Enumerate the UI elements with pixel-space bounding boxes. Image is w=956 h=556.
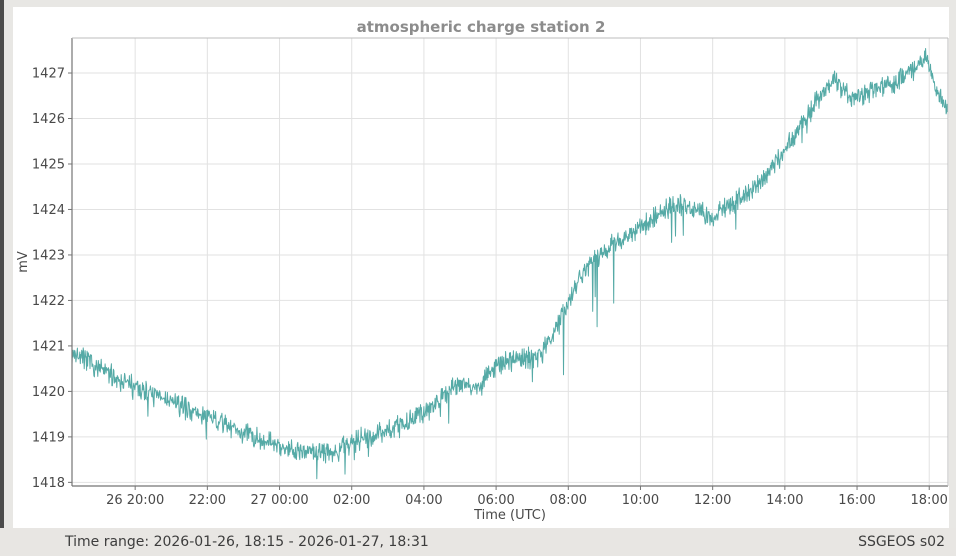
x-tick-label: 14:00 [766, 493, 803, 508]
chart-title: atmospheric charge station 2 [357, 18, 606, 36]
signal-line [71, 48, 949, 480]
plot-area: 1418 1419 1420 1421 1422 1423 1424 1425 1426 1427… [16, 18, 949, 523]
x-tick-label: 18:00 [910, 493, 947, 508]
y-axis-label: mV [16, 251, 31, 273]
x-axis-label: Time (UTC) [473, 508, 546, 523]
x-tick-label: 06:00 [477, 493, 514, 508]
window-left-border [0, 0, 4, 556]
data-series [71, 48, 949, 480]
x-tick-label: 10:00 [622, 493, 659, 508]
x-tick-label: 16:00 [838, 493, 875, 508]
x-tick-label: 22:00 [189, 493, 226, 508]
y-tick-label: 1421 [32, 339, 65, 354]
y-tick-label: 1425 [32, 157, 65, 172]
y-tick-label: 1419 [32, 430, 65, 445]
source-text: SSGEOS s02 [858, 534, 945, 550]
status-bar: Time range: 2026-01-26, 18:15 - 2026-01-… [0, 528, 956, 556]
y-tick-label: 1423 [32, 248, 65, 263]
x-tick-label: 12:00 [694, 493, 731, 508]
x-tick-label: 04:00 [405, 493, 442, 508]
y-tick-label: 1420 [32, 385, 65, 400]
y-tick-label: 1426 [32, 112, 65, 127]
x-tick-label: 26 20:00 [106, 493, 164, 508]
time-range-text: Time range: 2026-01-26, 18:15 - 2026-01-… [65, 534, 429, 550]
gridlines [72, 38, 948, 486]
y-tick-label: 1422 [32, 294, 65, 309]
chart-panel: 1418 1419 1420 1421 1422 1423 1424 1425 1426 1427… [13, 7, 949, 528]
x-tick-label: 27 00:00 [250, 493, 308, 508]
y-tick-label: 1418 [32, 476, 65, 491]
y-tick-label: 1424 [32, 203, 65, 218]
y-tick-label: 1427 [32, 67, 65, 82]
x-tick-label: 08:00 [550, 493, 587, 508]
x-tick-label: 02:00 [333, 493, 370, 508]
axes: 1418 1419 1420 1421 1422 1423 1424 1425 1426 1427… [32, 37, 949, 508]
